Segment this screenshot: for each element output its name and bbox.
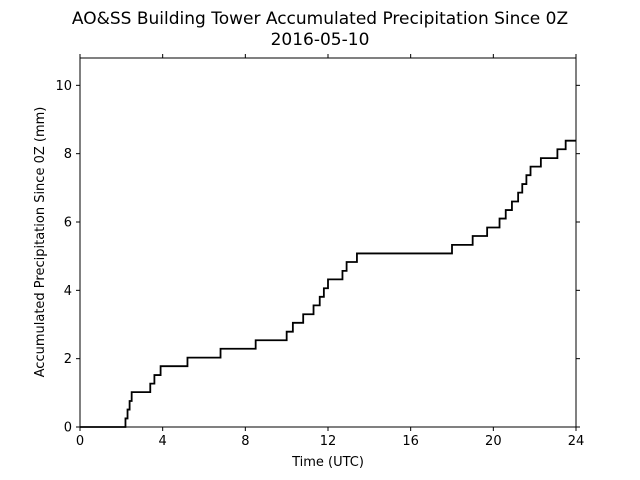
y-tick-label: 10	[55, 79, 72, 94]
x-tick-label: 4	[159, 434, 167, 449]
axis-ticks	[76, 54, 580, 431]
y-tick-label: 6	[64, 216, 72, 231]
x-tick-label: 0	[76, 434, 84, 449]
x-tick-label: 20	[485, 434, 502, 449]
plot-area-frame	[79, 57, 577, 428]
y-axis-label: Accumulated Precipitation Since 0Z (mm)	[33, 107, 48, 378]
chart-subtitle: 2016-05-10	[271, 30, 370, 50]
chart-title: AO&SS Building Tower Accumulated Precipi…	[72, 9, 568, 29]
y-tick-label: 0	[64, 421, 72, 436]
x-tick-label: 24	[568, 434, 585, 449]
y-tick-label: 4	[64, 284, 72, 299]
x-axis-label: Time (UTC)	[291, 455, 364, 470]
y-tick-label: 8	[64, 147, 72, 162]
precipitation-series-line	[80, 139, 576, 428]
x-tick-label: 16	[402, 434, 419, 449]
x-tick-label: 8	[241, 434, 249, 449]
x-tick-label: 12	[320, 434, 337, 449]
y-tick-label: 2	[64, 352, 72, 367]
